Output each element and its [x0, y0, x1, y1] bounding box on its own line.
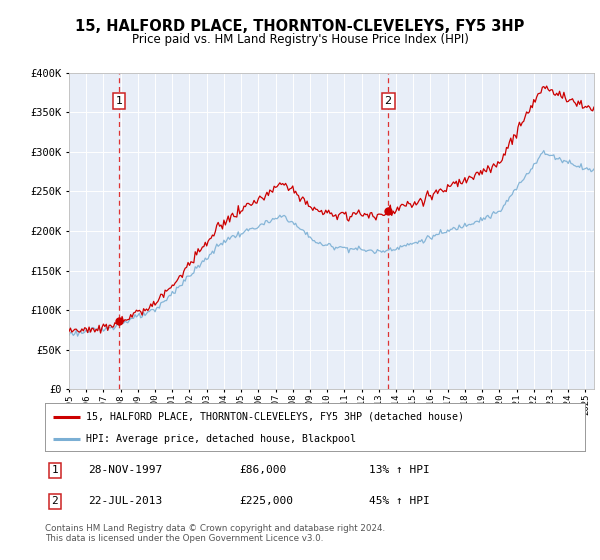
Text: 2: 2 [385, 96, 392, 106]
Text: £225,000: £225,000 [239, 496, 293, 506]
Text: 15, HALFORD PLACE, THORNTON-CLEVELEYS, FY5 3HP (detached house): 15, HALFORD PLACE, THORNTON-CLEVELEYS, F… [86, 412, 464, 422]
Text: 28-NOV-1997: 28-NOV-1997 [88, 465, 163, 475]
Text: £86,000: £86,000 [239, 465, 287, 475]
Text: 1: 1 [52, 465, 58, 475]
Text: 13% ↑ HPI: 13% ↑ HPI [369, 465, 430, 475]
Text: Contains HM Land Registry data © Crown copyright and database right 2024.
This d: Contains HM Land Registry data © Crown c… [45, 524, 385, 543]
Text: 45% ↑ HPI: 45% ↑ HPI [369, 496, 430, 506]
Text: HPI: Average price, detached house, Blackpool: HPI: Average price, detached house, Blac… [86, 434, 355, 444]
Text: 15, HALFORD PLACE, THORNTON-CLEVELEYS, FY5 3HP: 15, HALFORD PLACE, THORNTON-CLEVELEYS, F… [76, 20, 524, 34]
Text: 2: 2 [52, 496, 58, 506]
Text: 1: 1 [116, 96, 123, 106]
Text: Price paid vs. HM Land Registry's House Price Index (HPI): Price paid vs. HM Land Registry's House … [131, 32, 469, 46]
Text: 22-JUL-2013: 22-JUL-2013 [88, 496, 163, 506]
